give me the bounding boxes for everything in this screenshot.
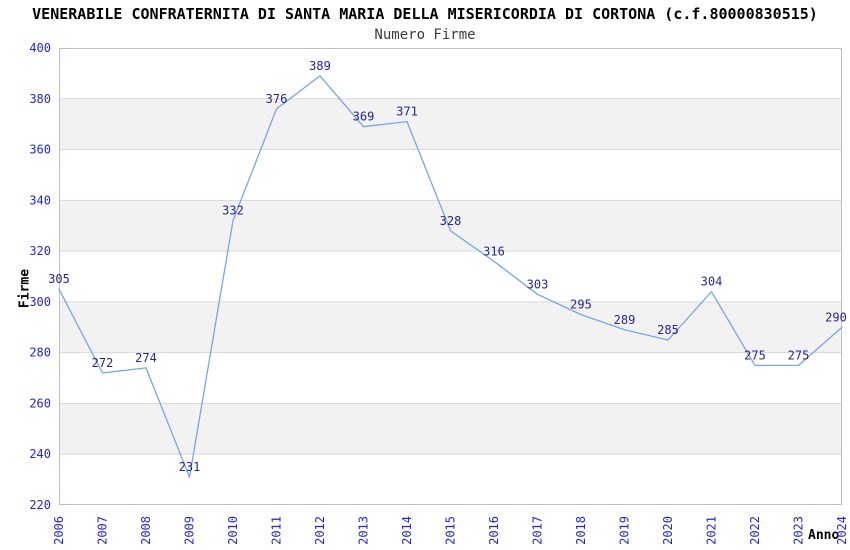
- grid-band: [59, 200, 842, 252]
- x-tick-label: 2012: [313, 516, 327, 545]
- x-tick-label: 2007: [96, 516, 110, 545]
- y-tick-label: 340: [29, 193, 51, 207]
- plot-border: [59, 48, 842, 505]
- y-tick-label: 260: [29, 396, 51, 410]
- data-point-label: 274: [135, 351, 157, 365]
- y-tick-label: 220: [29, 498, 51, 512]
- data-point-label: 369: [353, 110, 375, 124]
- data-point-label: 389: [309, 59, 331, 73]
- x-tick-label: 2013: [357, 516, 371, 545]
- chart-subtitle: Numero Firme: [374, 27, 476, 43]
- data-point-label: 285: [657, 323, 679, 337]
- y-tick-label: 380: [29, 92, 51, 106]
- y-tick-label: 320: [29, 244, 51, 258]
- data-point-label: 304: [701, 275, 723, 289]
- data-point-label: 275: [744, 348, 766, 362]
- x-tick-label: 2016: [487, 516, 501, 545]
- data-point-label: 328: [440, 214, 462, 228]
- x-tick-label: 2008: [139, 516, 153, 545]
- x-tick-label: 2024: [835, 516, 849, 545]
- y-tick-label: 300: [29, 295, 51, 309]
- x-axis-title: Anno: [808, 528, 840, 543]
- data-point-label: 303: [527, 277, 549, 291]
- grid-band: [59, 98, 842, 150]
- chart-title: VENERABILE CONFRATERNITA DI SANTA MARIA …: [32, 5, 818, 23]
- x-tick-label: 2017: [531, 516, 545, 545]
- x-tick-label: 2023: [792, 516, 806, 545]
- data-point-label: 295: [570, 298, 592, 312]
- y-tick-label: 400: [29, 41, 51, 55]
- x-tick-label: 2021: [705, 516, 719, 545]
- x-tick-label: 2014: [400, 516, 414, 545]
- y-tick-label: 360: [29, 143, 51, 157]
- x-tick-label: 2006: [52, 516, 66, 545]
- data-point-label: 376: [266, 92, 288, 106]
- x-tick-label: 2022: [748, 516, 762, 545]
- x-tick-label: 2010: [226, 516, 240, 545]
- y-tick-label: 240: [29, 447, 51, 461]
- data-point-label: 289: [614, 313, 636, 327]
- x-tick-label: 2019: [618, 516, 632, 545]
- x-tick-label: 2011: [270, 516, 284, 545]
- data-line: [58, 75, 843, 478]
- data-point-label: 305: [48, 272, 70, 286]
- x-tick-label: 2015: [444, 516, 458, 545]
- data-point-label: 231: [179, 460, 201, 474]
- y-tick-label: 280: [29, 346, 51, 360]
- grid-band: [59, 301, 842, 353]
- x-tick-label: 2018: [574, 516, 588, 545]
- x-tick-label: 2020: [661, 516, 675, 545]
- x-tick-label: 2009: [183, 516, 197, 545]
- data-point-label: 316: [483, 244, 505, 258]
- data-point-label: 275: [788, 348, 810, 362]
- data-point-label: 290: [825, 310, 847, 324]
- data-point-label: 272: [92, 356, 114, 370]
- data-point-label: 371: [396, 105, 418, 119]
- data-point-label: 332: [222, 204, 244, 218]
- grid-band: [59, 403, 842, 455]
